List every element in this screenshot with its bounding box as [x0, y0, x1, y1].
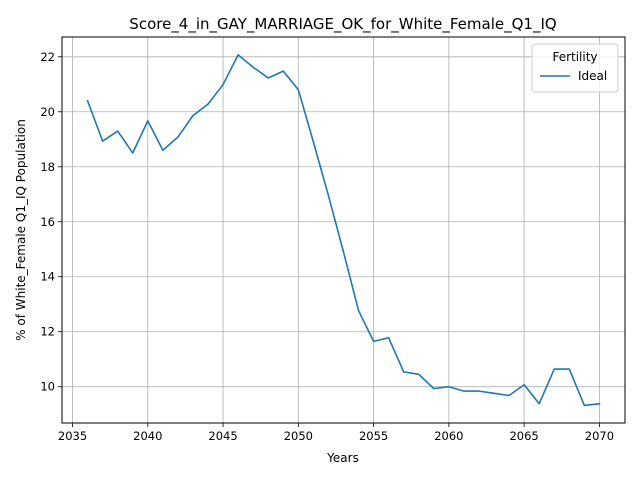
x-tick-label: 2035: [58, 429, 87, 443]
chart-title: Score_4_in_GAY_MARRIAGE_OK_for_White_Fem…: [129, 15, 556, 34]
y-tick-label: 20: [40, 105, 55, 119]
plot-frame: [61, 36, 626, 424]
legend: Fertility Ideal: [531, 43, 619, 93]
x-tick-label: 2055: [359, 429, 388, 443]
y-tick-label: 12: [40, 325, 55, 339]
legend-box: [531, 43, 619, 93]
series-layer: [86, 54, 601, 407]
y-tick-label: 14: [40, 270, 55, 284]
x-axis: 2035 2040 2045 2050 2055 2060 2065 2070: [58, 423, 614, 443]
y-tick-label: 16: [40, 215, 55, 229]
x-tick-label: 2045: [208, 429, 237, 443]
y-axis: 10 12 14 16 18 20 22: [40, 50, 62, 394]
x-tick-label: 2065: [509, 429, 538, 443]
x-axis-label: Years: [326, 451, 359, 465]
legend-entry-ideal: Ideal: [578, 69, 607, 83]
series-line-ideal: [86, 54, 601, 407]
x-tick-label: 2040: [133, 429, 162, 443]
y-axis-label: % of White_Female Q1_IQ Population: [14, 119, 28, 341]
y-tick-label: 10: [40, 380, 55, 394]
y-tick-label: 18: [40, 160, 55, 174]
grid: [62, 37, 625, 423]
y-tick-label: 22: [40, 50, 55, 64]
x-tick-label: 2060: [434, 429, 463, 443]
x-tick-label: 2070: [585, 429, 614, 443]
x-tick-label: 2050: [284, 429, 313, 443]
legend-title: Fertility: [552, 50, 597, 64]
